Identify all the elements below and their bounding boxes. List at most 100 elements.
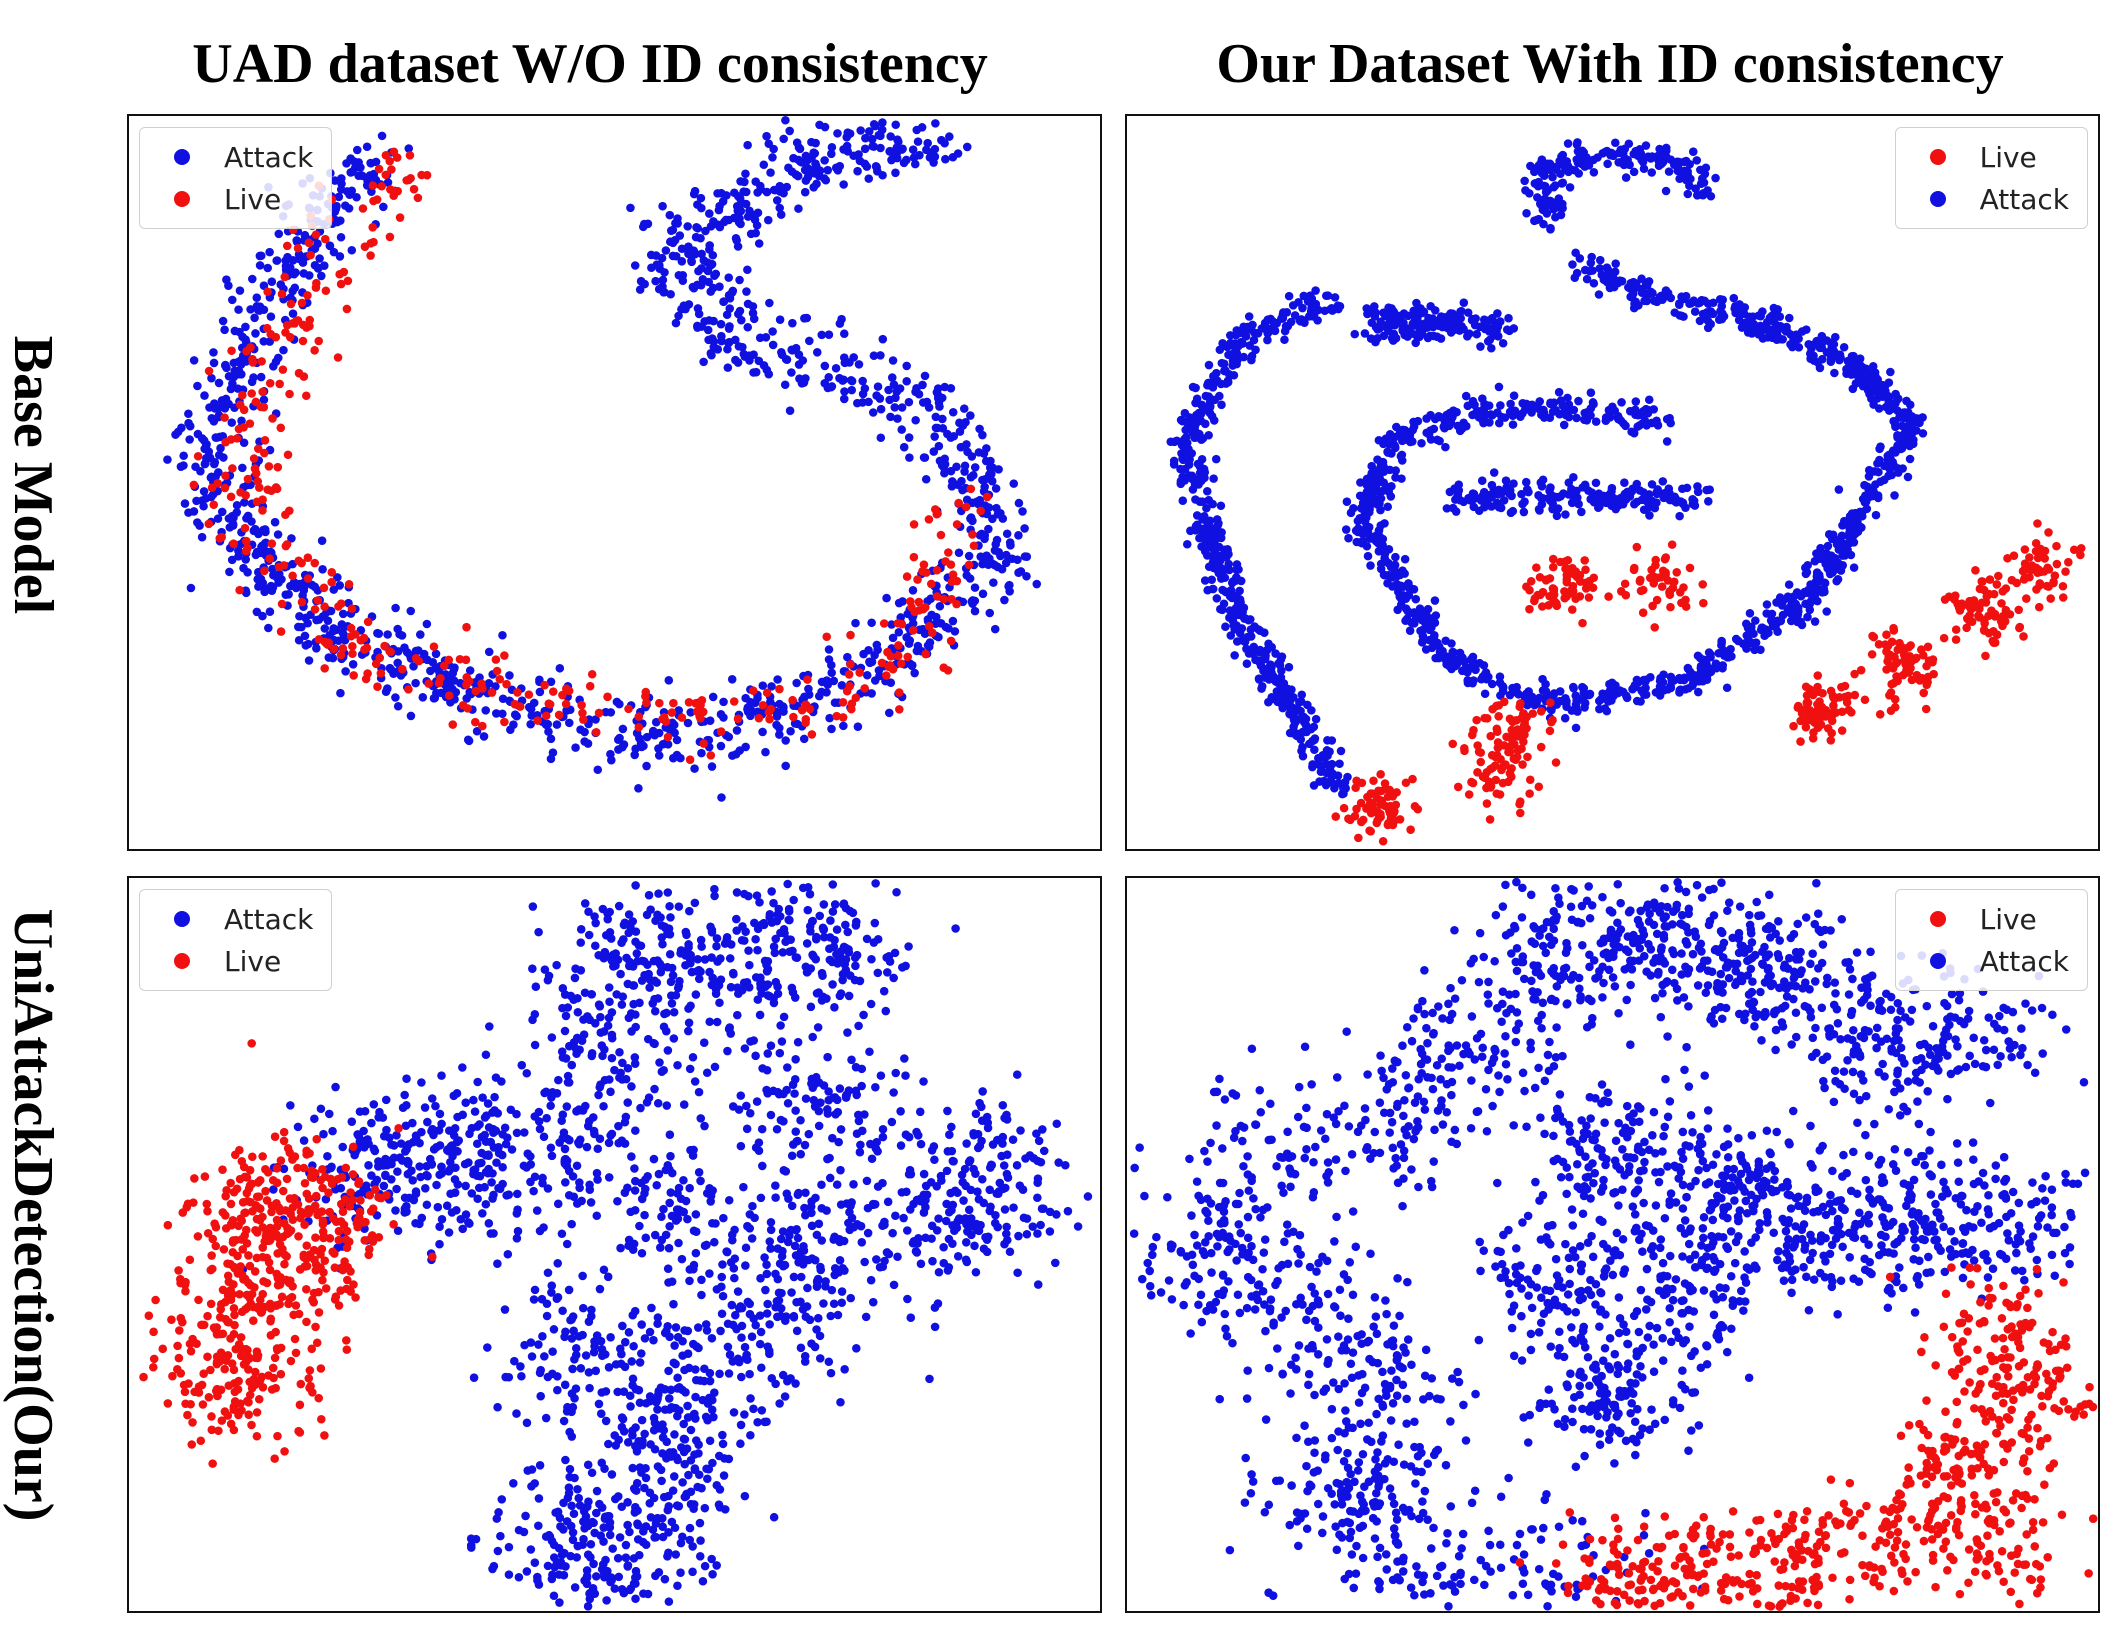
- point-attack: [1620, 478, 1629, 487]
- point-attack: [1849, 538, 1859, 547]
- point-live: [1548, 715, 1557, 725]
- point-attack: [1238, 634, 1248, 644]
- point-attack: [1468, 660, 1477, 670]
- point-attack: [1474, 412, 1484, 422]
- point-attack: [201, 494, 211, 503]
- point-attack: [1670, 492, 1679, 501]
- point-attack: [1005, 538, 1015, 547]
- point-attack: [569, 1326, 578, 1336]
- point-attack: [1899, 408, 1909, 417]
- point-attack: [1209, 416, 1219, 425]
- point-attack: [1729, 293, 1739, 303]
- point-attack: [1659, 493, 1668, 503]
- point-live: [369, 196, 378, 206]
- point-attack: [1381, 556, 1390, 565]
- point-attack: [529, 1295, 539, 1304]
- point-attack: [792, 138, 802, 147]
- point-attack: [684, 300, 694, 309]
- point-attack: [1397, 436, 1407, 446]
- point-live: [385, 232, 395, 242]
- point-attack: [703, 258, 712, 267]
- point-live: [838, 698, 848, 707]
- point-live: [845, 681, 854, 691]
- point-live: [1668, 583, 1678, 593]
- point-attack: [1226, 631, 1236, 640]
- point-attack: [1459, 298, 1469, 307]
- point-attack: [1214, 565, 1224, 575]
- point-attack: [858, 398, 867, 407]
- point-attack: [847, 376, 857, 386]
- point-live: [642, 698, 651, 708]
- point-attack: [1843, 356, 1853, 366]
- point-attack: [812, 348, 822, 357]
- point-attack: [701, 226, 710, 236]
- point-attack: [932, 388, 942, 397]
- point-attack: [753, 707, 762, 717]
- point-attack: [1275, 660, 1285, 670]
- point-attack: [328, 653, 338, 663]
- point-live: [281, 510, 290, 520]
- point-live: [669, 698, 678, 708]
- point-live: [344, 579, 354, 589]
- point-attack: [940, 454, 950, 464]
- point-live: [540, 680, 549, 690]
- point-attack: [1809, 339, 1819, 349]
- point-attack: [762, 131, 771, 141]
- point-attack: [1471, 493, 1480, 502]
- point-attack: [891, 393, 900, 403]
- point-attack: [1504, 313, 1513, 323]
- point-attack: [887, 620, 896, 629]
- point-attack: [1419, 307, 1429, 317]
- point-attack: [294, 635, 304, 645]
- point-live: [1629, 565, 1639, 575]
- point-live: [765, 714, 774, 724]
- point-attack: [779, 188, 788, 198]
- point-live: [502, 679, 511, 689]
- point-attack: [1688, 147, 1698, 156]
- point-live: [1829, 701, 1838, 710]
- point-live: [380, 641, 389, 651]
- point-attack: [1547, 197, 1556, 207]
- point-attack: [197, 434, 207, 443]
- point-attack: [677, 304, 686, 314]
- point-attack: [1685, 159, 1694, 169]
- point-attack: [651, 276, 660, 286]
- point-attack: [526, 720, 535, 729]
- point-live: [1508, 726, 1518, 736]
- legend-item-attack: Attack: [1912, 178, 2069, 220]
- point-live: [336, 599, 346, 608]
- point-attack: [1810, 617, 1820, 626]
- point-live: [894, 688, 904, 697]
- point-live: [1827, 728, 1836, 738]
- point-live: [1954, 603, 1964, 612]
- point-attack: [1908, 439, 1918, 449]
- point-attack: [208, 490, 218, 499]
- point-attack: [1249, 335, 1259, 345]
- point-attack: [680, 1459, 689, 1469]
- point-attack: [823, 165, 833, 175]
- point-attack: [665, 210, 675, 220]
- point-live: [298, 320, 308, 330]
- point-live: [492, 666, 502, 676]
- point-attack: [759, 160, 769, 170]
- point-attack: [1496, 401, 1505, 410]
- point-attack: [663, 888, 673, 897]
- point-attack: [601, 707, 611, 717]
- point-live: [908, 626, 918, 635]
- point-live: [373, 682, 382, 691]
- point-attack: [1680, 673, 1689, 683]
- point-attack: [772, 712, 782, 721]
- point-attack: [1706, 319, 1715, 329]
- point-attack: [329, 624, 338, 633]
- point-attack: [426, 666, 435, 676]
- point-attack: [199, 501, 208, 511]
- point-attack: [1643, 409, 1653, 418]
- point-attack: [1689, 670, 1698, 680]
- point-attack: [1586, 388, 1596, 397]
- point-attack: [1781, 326, 1791, 336]
- point-attack: [830, 1003, 839, 1012]
- point-attack: [377, 131, 387, 141]
- point-live: [227, 346, 236, 355]
- legend-marker-live: [1929, 149, 1946, 165]
- point-live: [1536, 707, 1546, 716]
